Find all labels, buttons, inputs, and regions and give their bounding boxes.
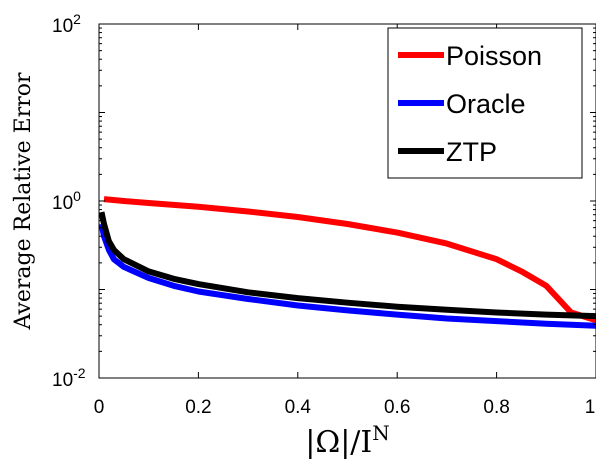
x-axis-title-main: |Ω|/I — [305, 425, 372, 459]
series-line-ztp — [98, 211, 596, 320]
series-line-oracle — [98, 223, 596, 329]
legend: Poisson Oracle ZTP — [387, 27, 583, 179]
x-tick-label: 0.8 — [483, 397, 509, 418]
x-tick-label: 0 — [94, 397, 105, 418]
y-tick-label: 10-2 — [52, 365, 86, 391]
x-tick-label: 0.6 — [384, 397, 410, 418]
x-tick-label: 1 — [585, 397, 596, 418]
y-tick-label: 102 — [52, 11, 81, 37]
tick-labels: 0 0.2 0.4 0.6 0.8 1 10-2 100 102 — [52, 11, 595, 418]
x-tick-label: 0.4 — [285, 397, 312, 418]
series-line-poisson — [103, 196, 596, 324]
legend-label: ZTP — [446, 137, 497, 167]
x-axis-title-superscript: N — [372, 421, 390, 445]
x-tick-label: 0.2 — [185, 397, 211, 418]
legend-label: Oracle — [446, 89, 526, 119]
y-axis-title: Average Relative Error — [11, 72, 36, 331]
x-axis-title: |Ω|/IN — [305, 421, 390, 459]
y-tick-label: 100 — [52, 188, 81, 214]
plot-lines — [98, 196, 596, 329]
legend-label: Poisson — [446, 41, 542, 71]
